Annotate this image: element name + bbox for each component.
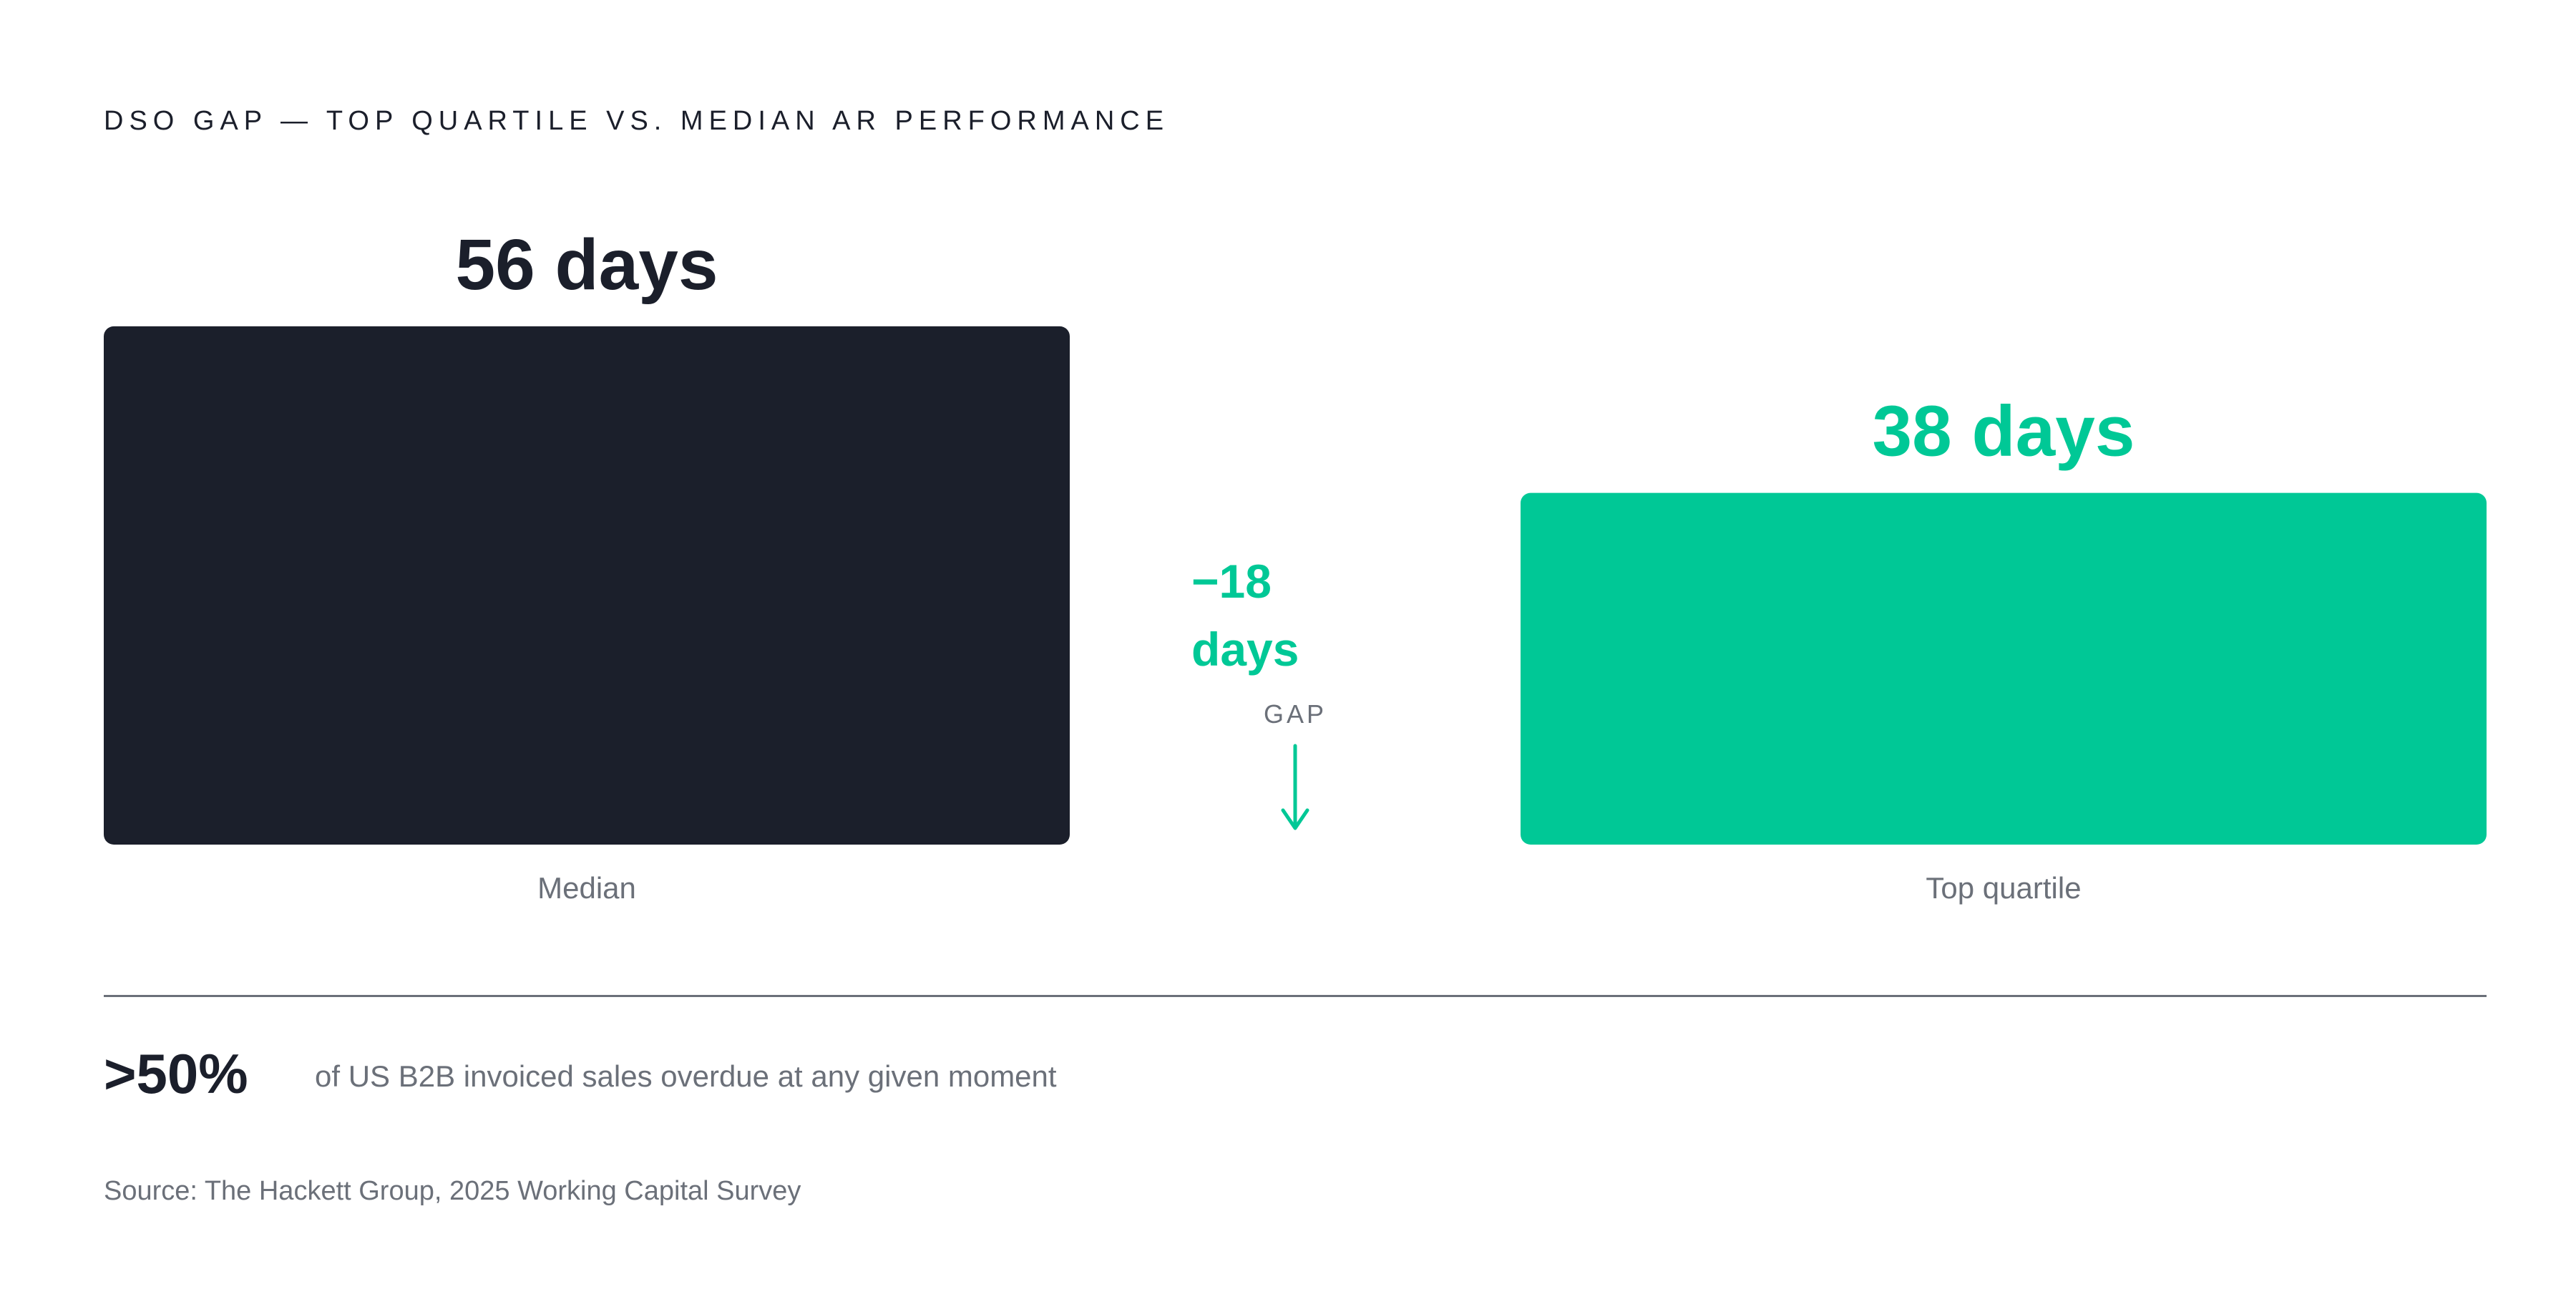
category-label-median: Median <box>537 871 636 905</box>
dso-bar-chart: 56 days Median 38 days Top quartile −18 days G… <box>104 225 2487 905</box>
source-note: Source: The Hackett Group, 2025 Working … <box>104 1176 801 1206</box>
overdue-stat-value: >50% <box>104 1042 248 1105</box>
gap-unit-label: days <box>1191 623 1299 676</box>
category-label-top-quartile: Top quartile <box>1926 871 2081 905</box>
bar-top-quartile <box>1521 492 2487 845</box>
overdue-stat-description: of US B2B invoiced sales overdue at any … <box>315 1059 1057 1093</box>
section-divider <box>104 995 2487 997</box>
gap-value-label: −18 <box>1191 555 1272 608</box>
bar-median <box>104 326 1070 845</box>
chart-eyebrow-title: DSO GAP — TOP QUARTILE VS. MEDIAN AR PER… <box>104 106 1170 136</box>
value-label-top-quartile: 38 days <box>1873 392 2135 472</box>
gap-arrow-down-icon <box>1281 808 1309 830</box>
gap-caption: GAP <box>1264 699 1327 729</box>
value-label-median: 56 days <box>456 225 718 305</box>
